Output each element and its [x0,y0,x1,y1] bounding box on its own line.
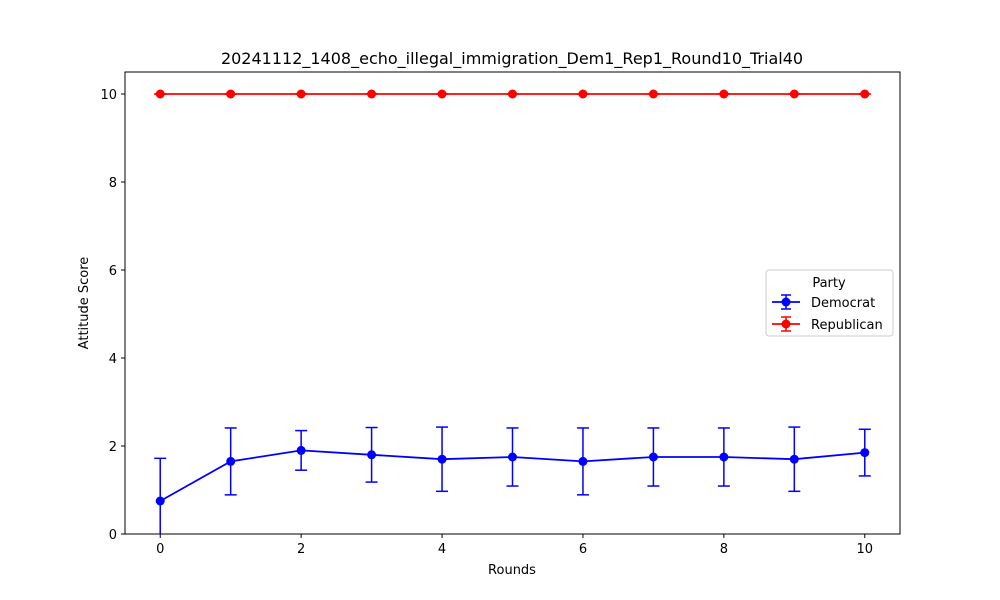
x-tick-label: 10 [856,542,873,557]
series-democrat [154,426,871,534]
x-tick-label: 4 [438,542,446,557]
data-point [296,445,306,455]
data-point [437,89,447,99]
data-point [155,496,165,506]
data-point [578,456,588,466]
chart-title: 20241112_1408_echo_illegal_immigration_D… [221,49,803,69]
legend-title: Party [812,276,846,291]
x-tick-label: 6 [579,542,587,557]
data-point [719,89,729,99]
x-tick-label: 2 [297,542,305,557]
data-point [508,452,517,462]
data-point [226,456,236,466]
y-tick-label: 6 [109,264,117,279]
data-point [719,452,729,462]
data-point [508,89,517,99]
data-point [367,450,377,460]
y-tick-label: 8 [109,176,117,191]
y-tick-label: 2 [109,440,117,455]
legend-label: Republican [811,318,883,333]
plot-area: 0 2 4 6 8 10 0 2 4 6 8 10 [100,71,901,557]
y-tick-label: 10 [100,88,117,103]
legend-frame [765,269,894,337]
y-tick-label: 4 [109,352,117,367]
data-point [296,89,306,99]
legend: Party Democrat Republican [765,269,894,337]
data-point [789,89,799,99]
data-point [226,89,236,99]
data-point [789,454,799,464]
legend-label: Democrat [811,296,875,311]
data-layer [154,89,871,534]
data-point [367,89,377,99]
series-republican [154,89,871,99]
x-axis-label: Rounds [488,563,536,578]
axes-frame [124,71,901,535]
data-point [648,89,658,99]
y-tick-label: 0 [109,528,117,543]
x-tick-label: 0 [156,542,164,557]
legend-marker [781,319,791,329]
y-axis-label: Attitude Score [77,257,92,350]
data-point [860,89,870,99]
data-point [155,89,165,99]
data-point [578,89,588,99]
data-point [437,454,447,464]
data-point [860,448,870,458]
legend-marker [781,297,791,307]
x-tick-label: 8 [720,542,728,557]
data-point [648,452,658,462]
